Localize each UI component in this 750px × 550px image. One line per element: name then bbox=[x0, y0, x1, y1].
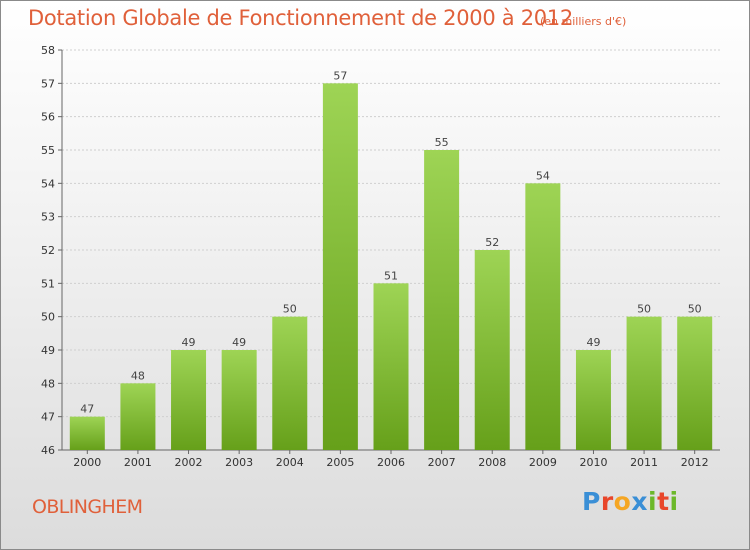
y-tick-label: 46 bbox=[41, 444, 55, 457]
y-tick-label: 53 bbox=[41, 211, 55, 224]
bar-2007 bbox=[424, 150, 460, 450]
x-tick-label-2005: 2005 bbox=[326, 456, 354, 469]
logo-letter: t bbox=[657, 487, 670, 516]
bar-2003 bbox=[221, 350, 257, 450]
value-label-2011: 50 bbox=[637, 303, 651, 316]
value-label-2006: 51 bbox=[384, 269, 398, 282]
value-label-2004: 50 bbox=[283, 303, 297, 316]
x-tick-label-2006: 2006 bbox=[377, 456, 405, 469]
x-tick-label-2010: 2010 bbox=[579, 456, 607, 469]
x-tick-label-2007: 2007 bbox=[428, 456, 456, 469]
bar-2001 bbox=[120, 383, 156, 450]
y-tick-label: 51 bbox=[41, 277, 55, 290]
y-tick-label: 56 bbox=[41, 111, 55, 124]
bar-2008 bbox=[474, 250, 510, 450]
y-tick-label: 49 bbox=[41, 344, 55, 357]
labels: 46 47 48 49 50 51 52 53 54 55 56 57 58 47 2000 48 2001 49… bbox=[41, 44, 709, 469]
y-tick-label: 55 bbox=[41, 144, 55, 157]
bar-2009 bbox=[525, 183, 561, 451]
value-label-2003: 49 bbox=[232, 336, 246, 349]
bar-2011 bbox=[626, 316, 662, 450]
logo-letter: i bbox=[648, 487, 658, 516]
bar-2012 bbox=[677, 316, 713, 450]
bar-2004 bbox=[272, 316, 308, 450]
proxiti-logo: Proxiti bbox=[582, 487, 679, 516]
logo-letter: i bbox=[669, 487, 679, 516]
x-tick-label-2001: 2001 bbox=[124, 456, 152, 469]
chart-title: Dotation Globale de Fonctionnement de 20… bbox=[28, 6, 573, 30]
y-tick-label: 57 bbox=[41, 77, 55, 90]
y-tick-label: 52 bbox=[41, 244, 55, 257]
bar-2010 bbox=[575, 350, 611, 450]
value-label-2009: 54 bbox=[536, 169, 550, 182]
bars bbox=[69, 83, 713, 451]
bar-2000 bbox=[69, 416, 105, 450]
y-tick-label: 54 bbox=[41, 177, 55, 190]
y-tick-label: 48 bbox=[41, 377, 55, 390]
logo-letter: r bbox=[600, 487, 614, 516]
value-label-2008: 52 bbox=[485, 236, 499, 249]
value-label-2012: 50 bbox=[688, 303, 702, 316]
value-label-2007: 55 bbox=[435, 136, 449, 149]
x-tick-label-2002: 2002 bbox=[175, 456, 203, 469]
x-tick-label-2000: 2000 bbox=[73, 456, 101, 469]
y-tick-label: 50 bbox=[41, 311, 55, 324]
value-label-2000: 47 bbox=[80, 403, 94, 416]
value-label-2002: 49 bbox=[182, 336, 196, 349]
x-tick-label-2003: 2003 bbox=[225, 456, 253, 469]
logo-letter: o bbox=[613, 487, 632, 516]
value-label-2001: 48 bbox=[131, 369, 145, 382]
value-label-2010: 49 bbox=[586, 336, 600, 349]
x-tick-label-2004: 2004 bbox=[276, 456, 304, 469]
x-tick-label-2008: 2008 bbox=[478, 456, 506, 469]
bar-2006 bbox=[373, 283, 409, 450]
logo-letter: P bbox=[582, 487, 601, 516]
bar-2002 bbox=[171, 350, 207, 450]
x-tick-label-2012: 2012 bbox=[681, 456, 709, 469]
commune-name: OBLINGHEM bbox=[32, 496, 143, 518]
y-tick-label: 47 bbox=[41, 411, 55, 424]
x-tick-label-2011: 2011 bbox=[630, 456, 658, 469]
chart-unit: (en milliers d'€) bbox=[540, 15, 627, 28]
x-tick-label-2009: 2009 bbox=[529, 456, 557, 469]
bar-2005 bbox=[322, 83, 358, 450]
y-tick-label: 58 bbox=[41, 44, 55, 57]
value-label-2005: 57 bbox=[333, 69, 347, 82]
logo-letter: x bbox=[631, 487, 648, 516]
